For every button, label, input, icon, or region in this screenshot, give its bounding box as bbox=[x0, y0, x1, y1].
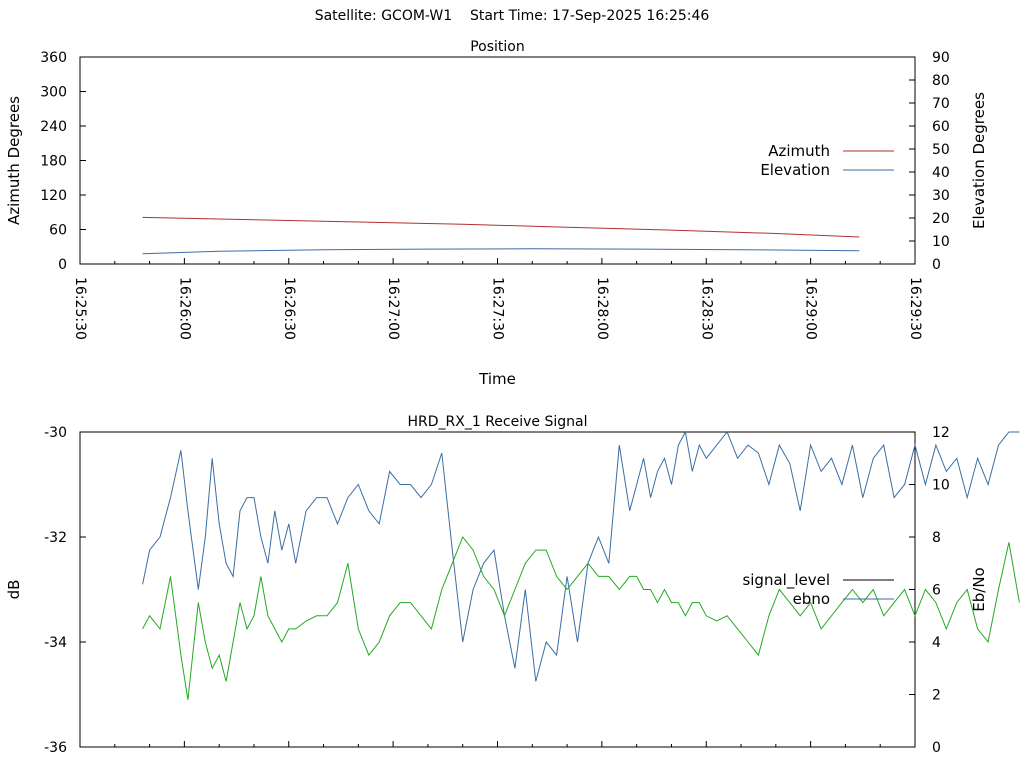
signal-plot-frame bbox=[79, 431, 916, 748]
position-legend-elevation-label: Elevation bbox=[760, 161, 830, 179]
signal-y-axis-label: dB bbox=[5, 580, 23, 600]
position-x-axis-label: Time bbox=[478, 370, 516, 388]
position-y-axis-label: Azimuth Degrees bbox=[5, 96, 23, 225]
position-x-tick-label: 16:29:00 bbox=[803, 277, 819, 340]
position-x-tick-label: 16:28:00 bbox=[594, 277, 610, 340]
signal-y2-tick-label: 10 bbox=[932, 478, 950, 494]
signal-series-ebno-line bbox=[142, 430, 1020, 682]
signal-y-tick-label: -30 bbox=[44, 425, 67, 441]
position-y2-tick-label: 90 bbox=[932, 50, 950, 66]
position-x-tick-label: 16:27:30 bbox=[490, 277, 506, 340]
position-y-tick-label: 60 bbox=[49, 223, 67, 239]
signal-y2-tick-label: 6 bbox=[932, 583, 941, 599]
position-y2-tick-label: 50 bbox=[932, 142, 950, 158]
signal-y2-tick-label: 4 bbox=[932, 635, 941, 651]
position-x-tick-label: 16:28:30 bbox=[698, 277, 714, 340]
chart-header: Satellite: GCOM-W1 Start Time: 17-Sep-20… bbox=[0, 8, 1024, 24]
position-x-tick-label: 16:29:30 bbox=[907, 277, 923, 340]
signal-y2-tick-label: 2 bbox=[932, 688, 941, 704]
signal-y-tick-label: -36 bbox=[44, 740, 67, 756]
start-time-label: Start Time: 17-Sep-2025 16:25:46 bbox=[469, 8, 710, 24]
signal-title: HRD_RX_1 Receive Signal bbox=[408, 414, 588, 430]
signal-y-tick-label: -34 bbox=[44, 635, 67, 651]
position-y-tick-label: 360 bbox=[40, 50, 67, 66]
position-x-tick-label: 16:26:30 bbox=[281, 277, 297, 340]
position-y-tick-label: 240 bbox=[40, 119, 67, 135]
position-x-tick-label: 16:25:30 bbox=[72, 277, 88, 340]
position-x-tick-label: 16:27:00 bbox=[385, 277, 401, 340]
position-x-tick-label: 16:26:00 bbox=[176, 277, 192, 340]
position-legend-azimuth-label: Azimuth bbox=[768, 142, 830, 160]
position-y2-tick-label: 60 bbox=[932, 119, 950, 135]
position-title: Position bbox=[470, 39, 525, 55]
signal-legend-signal_level-label: signal_level bbox=[742, 571, 830, 590]
position-y2-tick-label: 10 bbox=[932, 234, 950, 250]
position-y-tick-label: 300 bbox=[40, 85, 67, 101]
position-series-azimuth-line bbox=[142, 216, 860, 238]
position-y2-axis-label: Elevation Degrees bbox=[970, 92, 988, 229]
signal-y2-axis-label: Eb/No bbox=[970, 567, 988, 611]
position-y2-tick-label: 80 bbox=[932, 73, 950, 89]
signal-y-tick-label: -32 bbox=[44, 530, 67, 546]
position-y2-tick-label: 30 bbox=[932, 188, 950, 204]
signal-series-trace-2-line bbox=[142, 536, 1020, 700]
position-y-tick-label: 180 bbox=[40, 154, 67, 170]
signal-legend-ebno-label: ebno bbox=[793, 590, 830, 608]
position-y2-tick-label: 0 bbox=[932, 257, 941, 273]
signal-y2-tick-label: 12 bbox=[932, 425, 950, 441]
position-series-elevation-line bbox=[142, 248, 860, 255]
satellite-label: Satellite: GCOM-W1 bbox=[314, 8, 453, 24]
position-y2-tick-label: 70 bbox=[932, 96, 950, 112]
position-y-tick-label: 120 bbox=[40, 188, 67, 204]
signal-y2-tick-label: 8 bbox=[932, 530, 941, 546]
position-y2-tick-label: 40 bbox=[932, 165, 950, 181]
position-y2-tick-label: 20 bbox=[932, 211, 950, 227]
signal-y2-tick-label: 0 bbox=[932, 740, 941, 756]
position-y-tick-label: 0 bbox=[58, 257, 67, 273]
